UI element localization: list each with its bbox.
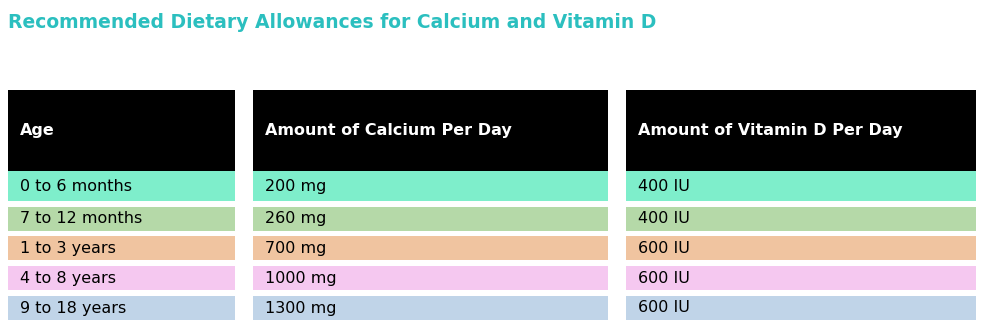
Bar (8, 171, 235, 201)
Text: 260 mg: 260 mg (265, 211, 327, 226)
Text: 600 IU: 600 IU (638, 300, 690, 316)
Text: 200 mg: 200 mg (265, 179, 327, 194)
Text: Recommended Dietary Allowances for Calcium and Vitamin D: Recommended Dietary Allowances for Calci… (8, 13, 656, 32)
Bar (8, 266, 235, 290)
Text: 600 IU: 600 IU (638, 241, 690, 256)
Text: 9 to 18 years: 9 to 18 years (20, 300, 126, 316)
Bar (8, 207, 235, 231)
Text: 4 to 8 years: 4 to 8 years (20, 271, 116, 286)
Bar (253, 266, 608, 290)
Text: 1300 mg: 1300 mg (265, 300, 337, 316)
Bar (253, 236, 608, 260)
Text: 700 mg: 700 mg (265, 241, 327, 256)
Text: 7 to 12 months: 7 to 12 months (20, 211, 142, 226)
Text: 0 to 6 months: 0 to 6 months (20, 179, 132, 194)
Bar (626, 296, 976, 320)
Bar (253, 207, 608, 231)
Text: 400 IU: 400 IU (638, 211, 690, 226)
Bar (253, 171, 608, 201)
Bar (626, 207, 976, 231)
Bar (8, 90, 235, 171)
Bar (8, 236, 235, 260)
Text: 400 IU: 400 IU (638, 179, 690, 194)
Bar (626, 266, 976, 290)
Text: 1000 mg: 1000 mg (265, 271, 337, 286)
Bar (626, 90, 976, 171)
Text: Age: Age (20, 123, 54, 138)
Bar (253, 90, 608, 171)
Bar (626, 236, 976, 260)
Text: Amount of Vitamin D Per Day: Amount of Vitamin D Per Day (638, 123, 902, 138)
Text: Amount of Calcium Per Day: Amount of Calcium Per Day (265, 123, 512, 138)
Bar (253, 296, 608, 320)
Text: 1 to 3 years: 1 to 3 years (20, 241, 115, 256)
Bar (8, 296, 235, 320)
Bar (626, 171, 976, 201)
Text: 600 IU: 600 IU (638, 271, 690, 286)
